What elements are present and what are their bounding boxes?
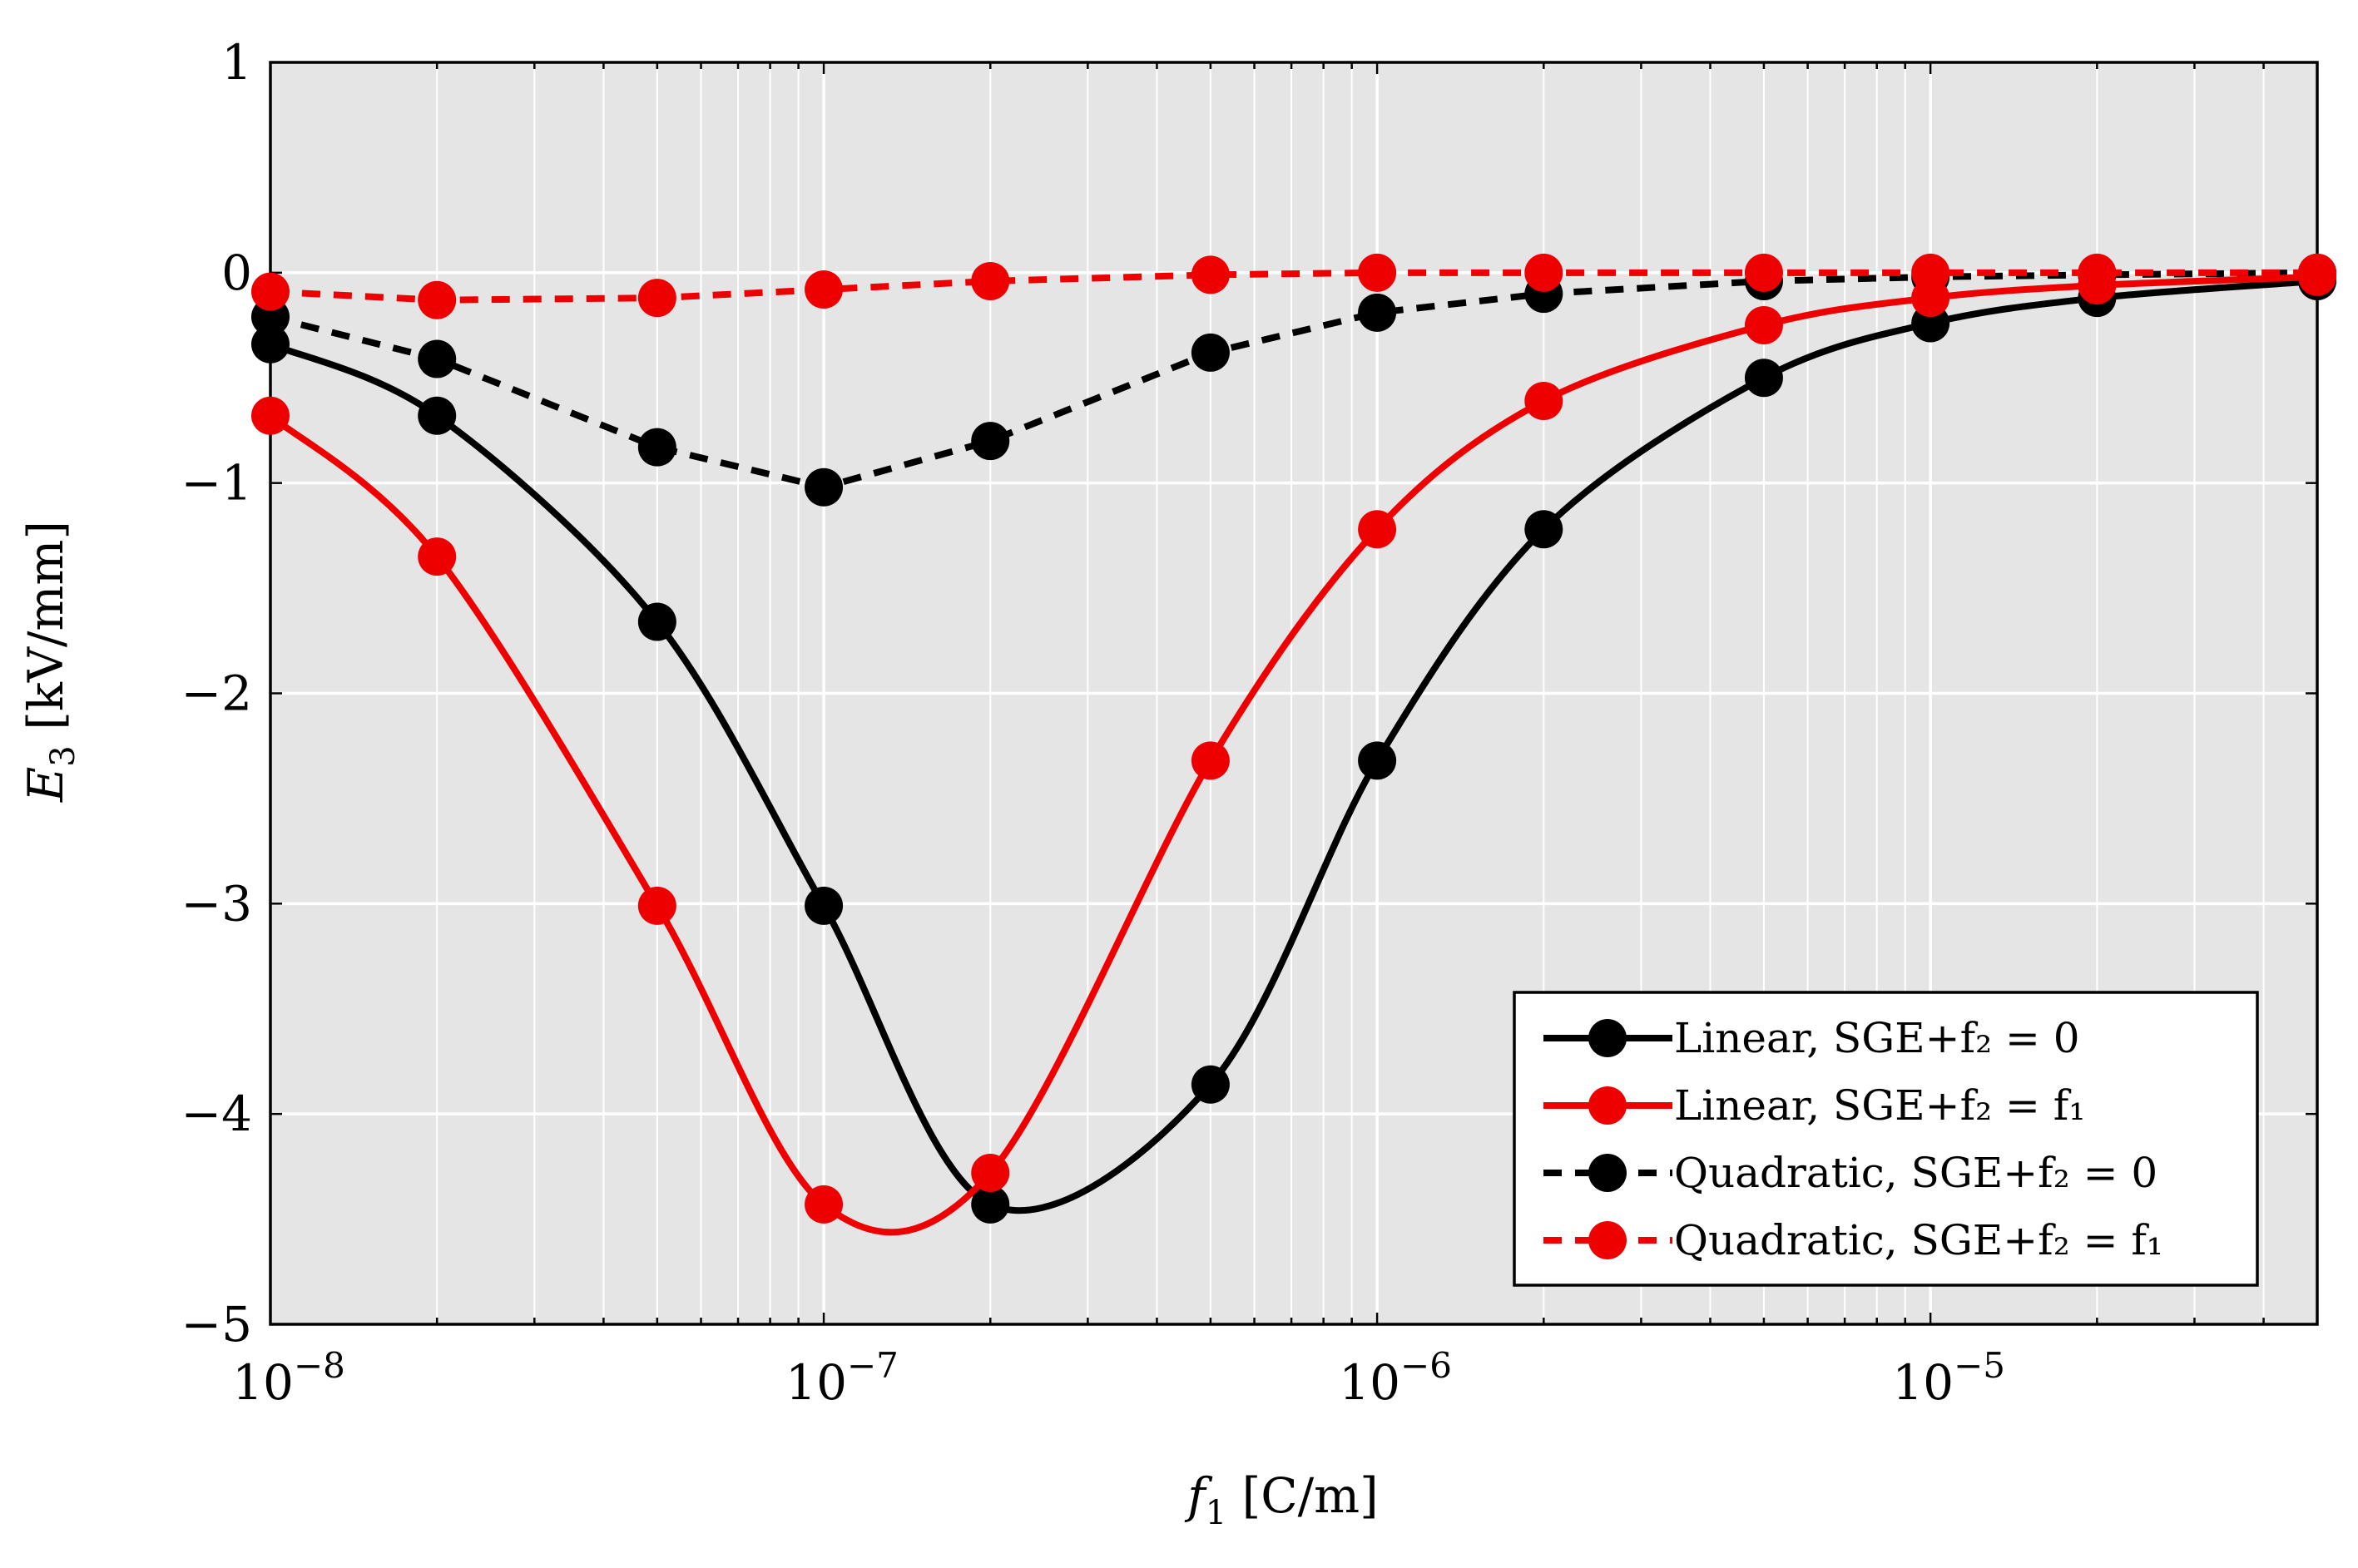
y-tick-label: 1	[221, 34, 252, 91]
data-point	[637, 602, 676, 641]
data-point	[2298, 253, 2336, 292]
y-tick-label: −2	[181, 665, 253, 722]
data-point	[1524, 253, 1563, 292]
data-point	[805, 467, 844, 507]
data-point	[971, 1153, 1010, 1192]
data-point	[1524, 382, 1563, 421]
legend-label: Quadratic, SGE+f₂ = f₁	[1674, 1216, 2163, 1264]
svg-text:E3 [kV/mm]: E3 [kV/mm]	[17, 521, 82, 803]
data-point	[418, 396, 457, 435]
data-point	[1358, 741, 1397, 780]
data-point	[1911, 253, 1950, 292]
data-point	[418, 280, 457, 319]
legend-marker	[1588, 1019, 1627, 1057]
series-line	[270, 269, 2318, 491]
legend: Linear, SGE+f₂ = 0 Linear, SGE+f₂ = f₁ Qua…	[1513, 991, 2259, 1287]
series-group	[251, 253, 2336, 1236]
x-tick-label: 10−7	[785, 1345, 899, 1411]
legend-marker	[1588, 1086, 1627, 1125]
data-point	[1191, 741, 1230, 780]
data-point	[251, 324, 290, 364]
axes	[269, 61, 2319, 1326]
data-point	[418, 537, 457, 576]
legend-label: Quadratic, SGE+f₂ = 0	[1674, 1149, 2157, 1197]
data-point	[637, 428, 676, 467]
data-point	[1744, 359, 1783, 398]
data-point	[1358, 510, 1397, 549]
data-point	[637, 886, 676, 925]
x-tick-label: 10−6	[1339, 1345, 1452, 1411]
legend-marker	[1588, 1221, 1627, 1259]
data-point	[971, 261, 1010, 300]
data-point	[418, 339, 457, 378]
series-4	[251, 253, 2336, 319]
data-point	[251, 272, 290, 311]
legend-item: Linear, SGE+f₂ = f₁	[1543, 1081, 2085, 1130]
x-axis-label: f1 [C/m]	[1184, 1467, 1379, 1532]
y-axis-label: E3 [kV/mm]	[17, 521, 82, 803]
x-tick-label: 10−5	[1892, 1345, 2005, 1411]
x-tick-label: 10−8	[232, 1345, 345, 1411]
svg-text:f1 [C/m]: f1 [C/m]	[1184, 1467, 1379, 1532]
tick-labels: 1 0 −1 −2 −3 −4 −510−8 10−7 10−6 10−5	[181, 34, 2006, 1411]
data-point	[971, 1185, 1010, 1224]
data-point	[805, 886, 844, 925]
y-tick-label: −3	[181, 875, 253, 932]
data-point	[1191, 255, 1230, 294]
data-point	[805, 1185, 844, 1224]
legend-label: Linear, SGE+f₂ = f₁	[1674, 1081, 2085, 1130]
series-2	[251, 257, 2336, 1236]
data-point	[805, 270, 844, 309]
legend-item: Quadratic, SGE+f₂ = f₁	[1543, 1216, 2163, 1264]
y-tick-label: 0	[221, 245, 252, 301]
y-tick-label: −5	[181, 1296, 253, 1353]
legend-marker	[1588, 1154, 1627, 1192]
data-point	[1358, 293, 1397, 332]
data-point	[251, 396, 290, 435]
data-point	[1524, 510, 1563, 549]
legend-item: Linear, SGE+f₂ = 0	[1543, 1014, 2080, 1062]
y-tick-label: −1	[181, 455, 253, 512]
series-line	[270, 269, 2317, 304]
data-point	[2078, 253, 2117, 292]
legend-item: Quadratic, SGE+f₂ = 0	[1543, 1149, 2157, 1197]
data-point	[637, 279, 676, 318]
data-point	[1358, 253, 1397, 292]
data-point	[1191, 1065, 1230, 1104]
legend-label: Linear, SGE+f₂ = 0	[1674, 1014, 2080, 1062]
data-point	[971, 422, 1010, 461]
data-point	[1191, 333, 1230, 372]
data-point	[1744, 306, 1783, 345]
y-tick-label: −4	[181, 1086, 253, 1142]
data-point	[1744, 253, 1783, 292]
